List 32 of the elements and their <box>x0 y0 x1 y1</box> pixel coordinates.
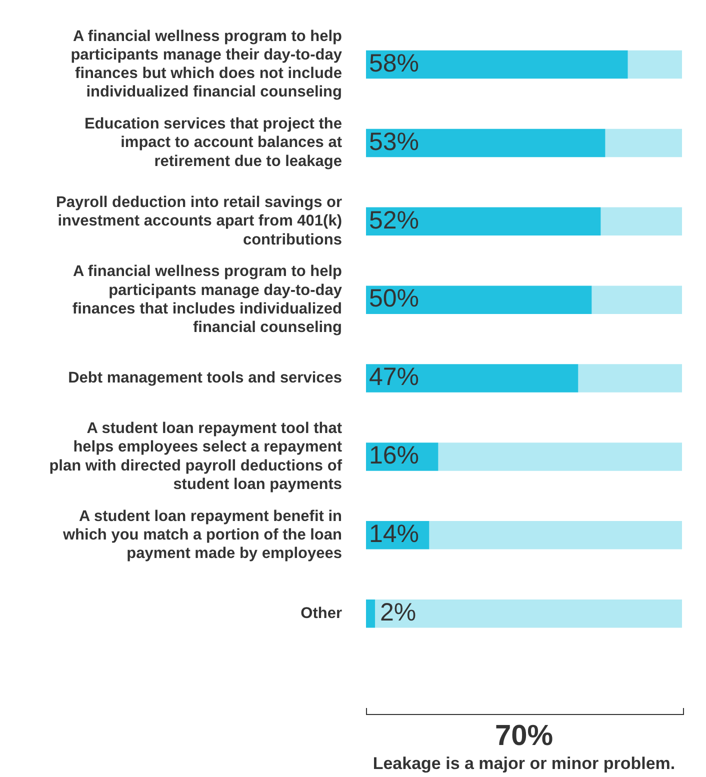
y-tick-label: Debt management tools and services <box>68 370 342 387</box>
y-tick-label: A student loan repayment benefit in which you match a portion of the loan payment made by employees <box>62 508 342 562</box>
bar <box>438 442 682 471</box>
bar <box>366 207 601 236</box>
bar <box>592 286 682 314</box>
data-label: 53% <box>369 128 420 156</box>
y-tick-label: A student loan repayment tool that helps employees select a repayment plan with directed payroll deductions of student loan payments <box>49 420 343 493</box>
bar <box>366 128 606 158</box>
text: 70% <box>494 720 554 753</box>
text: Leakage is a major or minor problem. <box>372 754 676 774</box>
data-label: 47% <box>369 363 420 392</box>
data-label: 50% <box>369 284 420 313</box>
data-label: 14% <box>369 520 420 548</box>
y-tick-label: A financial wellness program to help participants manage day-to-day finances that includes individualized financial counseling <box>72 263 342 336</box>
bar <box>366 286 592 314</box>
data-label: 16% <box>369 442 420 470</box>
bar <box>628 50 682 79</box>
data-label: 58% <box>369 49 420 78</box>
bar <box>366 50 628 79</box>
y-tick-label: Education services that project the impact to account balances at retirement due to leakage <box>84 116 342 170</box>
data-label: 2% <box>380 598 416 626</box>
bar <box>605 128 682 158</box>
y-tick-label: Other <box>300 604 342 622</box>
y-tick-label: Payroll deduction into retail savings or investment accounts apart from 401(k) contributions <box>56 194 342 248</box>
bar <box>366 599 376 628</box>
y-tick-label: A financial wellness program to help participants manage their day-to-day finances but which does not include individualized financial counseling <box>70 28 342 101</box>
bar <box>429 521 682 550</box>
data-label: 52% <box>369 206 420 234</box>
bar <box>600 207 682 236</box>
bar <box>578 364 682 392</box>
bar <box>366 364 578 392</box>
bar <box>375 599 682 628</box>
